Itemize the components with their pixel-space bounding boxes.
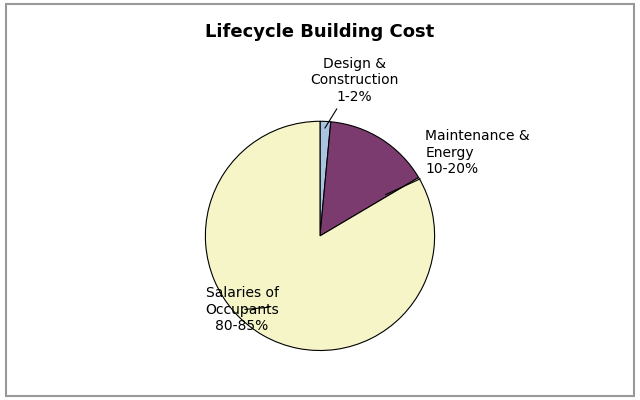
Title: Lifecycle Building Cost: Lifecycle Building Cost bbox=[205, 24, 435, 42]
Text: Design &
Construction
1-2%: Design & Construction 1-2% bbox=[310, 57, 399, 128]
Text: Salaries of
Occupants
80-85%: Salaries of Occupants 80-85% bbox=[205, 286, 279, 333]
Wedge shape bbox=[320, 122, 419, 236]
Wedge shape bbox=[205, 121, 435, 350]
Wedge shape bbox=[320, 121, 331, 236]
Text: Maintenance &
Energy
10-20%: Maintenance & Energy 10-20% bbox=[385, 130, 530, 195]
